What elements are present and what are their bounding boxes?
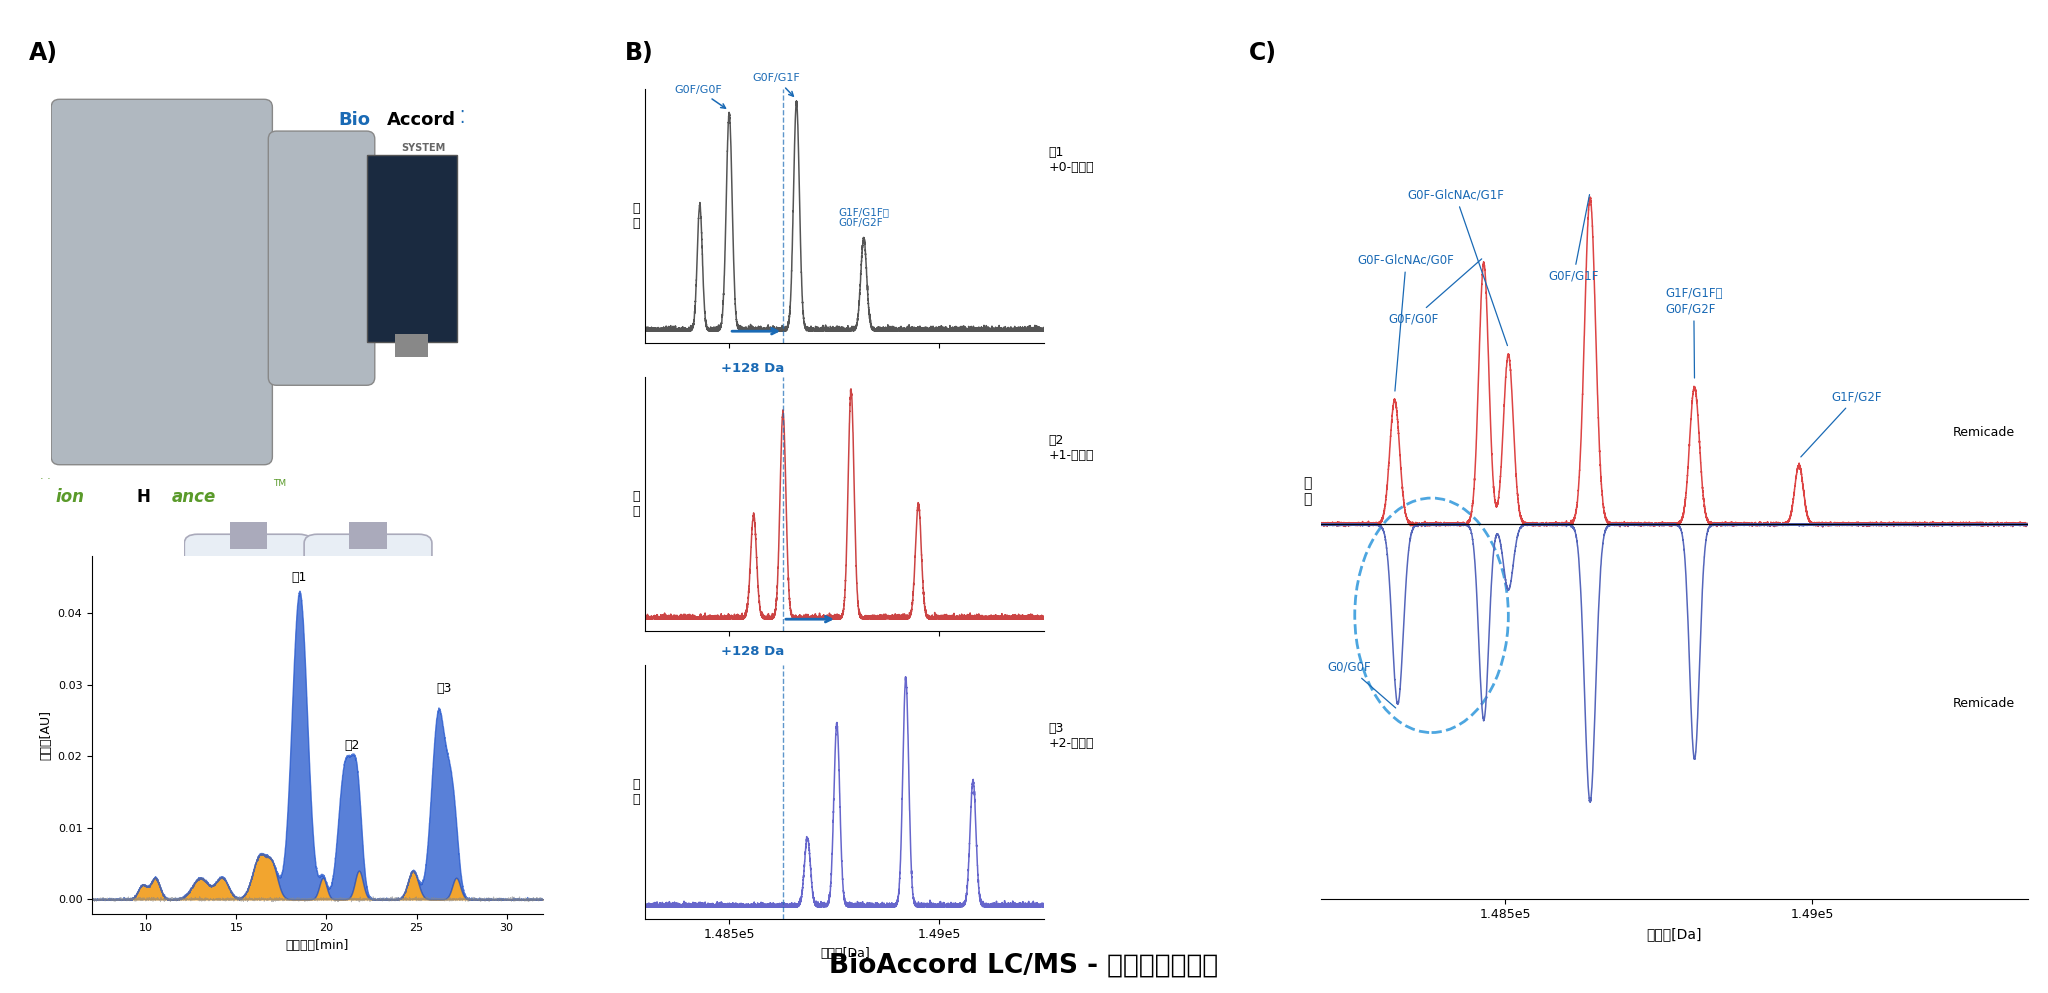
- X-axis label: 质量数[Da]: 质量数[Da]: [819, 946, 870, 960]
- Text: 峰2: 峰2: [344, 739, 358, 752]
- Y-axis label: 吸光度[AU]: 吸光度[AU]: [39, 710, 51, 760]
- Text: G0F/G0F: G0F/G0F: [674, 84, 725, 108]
- Text: Remicade: Remicade: [1954, 697, 2015, 710]
- Text: · ·: · ·: [39, 474, 51, 484]
- Text: G0/G0F: G0/G0F: [1327, 660, 1395, 708]
- Bar: [395, 334, 428, 357]
- Y-axis label: 强
度: 强 度: [633, 490, 639, 518]
- Bar: [350, 521, 387, 548]
- FancyBboxPatch shape: [367, 155, 457, 342]
- Text: Bio: Bio: [338, 111, 371, 129]
- Text: 峰2
+1-赖氨酸: 峰2 +1-赖氨酸: [1049, 434, 1094, 462]
- Y-axis label: 强
度: 强 度: [633, 202, 639, 230]
- Text: G0F-GlcNAc/G0F: G0F-GlcNAc/G0F: [1358, 253, 1454, 391]
- Text: Remicade: Remicade: [1954, 426, 2015, 440]
- Text: 峰1: 峰1: [291, 571, 307, 584]
- Text: 峰1
+0-赖氨酸: 峰1 +0-赖氨酸: [1049, 146, 1094, 174]
- Bar: [229, 521, 266, 548]
- Text: 峰3: 峰3: [436, 682, 451, 695]
- X-axis label: 质量数[Da]: 质量数[Da]: [1647, 926, 1702, 941]
- FancyBboxPatch shape: [303, 534, 432, 695]
- Text: H: H: [137, 488, 152, 505]
- Text: ⁚: ⁚: [459, 109, 465, 127]
- Y-axis label: 强
度: 强 度: [633, 778, 639, 806]
- FancyBboxPatch shape: [51, 99, 272, 465]
- Text: ion: ion: [55, 488, 84, 505]
- FancyBboxPatch shape: [268, 131, 375, 385]
- Text: +128 Da: +128 Da: [721, 645, 784, 658]
- FancyBboxPatch shape: [184, 534, 311, 695]
- Text: G0F-GlcNAc/G1F: G0F-GlcNAc/G1F: [1407, 189, 1507, 346]
- FancyBboxPatch shape: [2, 0, 623, 993]
- Y-axis label: 强
度: 强 度: [1303, 477, 1311, 506]
- Text: G0F/G1F: G0F/G1F: [752, 73, 801, 96]
- Text: G1F/G1F或
G0F/G2F: G1F/G1F或 G0F/G2F: [838, 207, 889, 228]
- Text: B): B): [625, 41, 653, 65]
- Text: 峰3
+2-赖氨酸: 峰3 +2-赖氨酸: [1049, 722, 1094, 750]
- Text: G1F/G2F: G1F/G2F: [1800, 390, 1882, 457]
- Text: ance: ance: [172, 488, 217, 505]
- X-axis label: 保留时间[min]: 保留时间[min]: [287, 938, 348, 952]
- Text: G1F/G1F或
G0F/G2F: G1F/G1F或 G0F/G2F: [1665, 287, 1722, 378]
- Text: TM: TM: [272, 479, 287, 488]
- Text: BioAccord LC/MS - 去卷积质谱数据: BioAccord LC/MS - 去卷积质谱数据: [829, 952, 1219, 978]
- Text: A): A): [29, 41, 57, 65]
- Text: G0F/G0F: G0F/G0F: [1389, 259, 1481, 325]
- Text: C): C): [1249, 41, 1278, 65]
- Text: Accord: Accord: [387, 111, 457, 129]
- Text: G0F/G1F: G0F/G1F: [1548, 195, 1599, 283]
- Text: +128 Da: +128 Da: [721, 362, 784, 375]
- Text: SYSTEM: SYSTEM: [401, 143, 446, 153]
